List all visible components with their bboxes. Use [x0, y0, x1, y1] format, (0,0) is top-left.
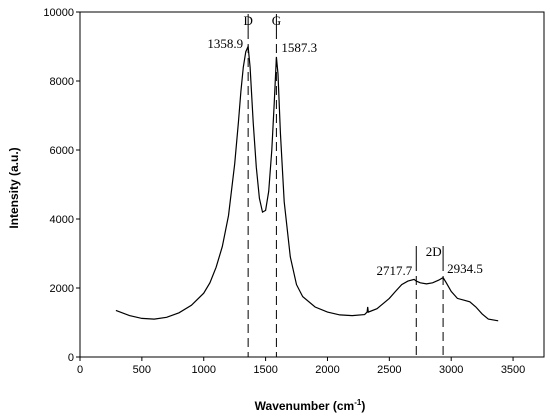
peak-value-label: 2934.5 [447, 261, 483, 276]
x-tick-label: 3500 [501, 364, 525, 376]
x-tick-label: 0 [77, 364, 83, 376]
series-layer [115, 44, 499, 322]
plot-border [79, 11, 545, 358]
band-label: G [272, 13, 281, 28]
x-tick-label: 2500 [377, 364, 401, 376]
peak-value-label: 2717.7 [377, 263, 413, 278]
y-axis-title: Intensity (a.u.) [7, 147, 21, 228]
y-tick-label: 4000 [50, 214, 74, 226]
x-axis-title: Wavenumber (cm-1) [255, 398, 366, 413]
band-label-2d: 2D [426, 244, 442, 259]
plot-frame [79, 11, 545, 358]
x-axis-title-main: Wavenumber (cm [255, 399, 355, 413]
band-label: D [243, 13, 252, 28]
x-tick-label: 500 [133, 364, 151, 376]
peak-value-label: 1358.9 [207, 36, 243, 51]
annotation-layer: 1358.9D 1587.3G 2717.7 2934.5 2D [207, 13, 482, 278]
peak-value-label: 1587.3 [281, 40, 317, 55]
x-tick-label: 2000 [315, 364, 339, 376]
x-tick-label: 3000 [439, 364, 463, 376]
x-tick-label: 1500 [253, 364, 277, 376]
y-tick-label: 6000 [50, 145, 74, 157]
spectrum-line [115, 44, 499, 322]
peak-marker-layer [247, 14, 444, 357]
y-tick-label: 0 [68, 352, 74, 364]
y-tick-label: 8000 [50, 76, 74, 88]
y-tick-label: 10000 [43, 7, 74, 19]
x-axis-title-superscript: -1 [354, 398, 362, 407]
x-axis: 0 500 1000 1500 2000 2500 3000 3500 [77, 357, 525, 376]
y-axis: 0 2000 4000 6000 8000 10000 [43, 7, 80, 364]
x-tick-label: 1000 [191, 364, 215, 376]
x-axis-title-close: ) [361, 399, 365, 413]
y-tick-label: 2000 [50, 283, 74, 295]
